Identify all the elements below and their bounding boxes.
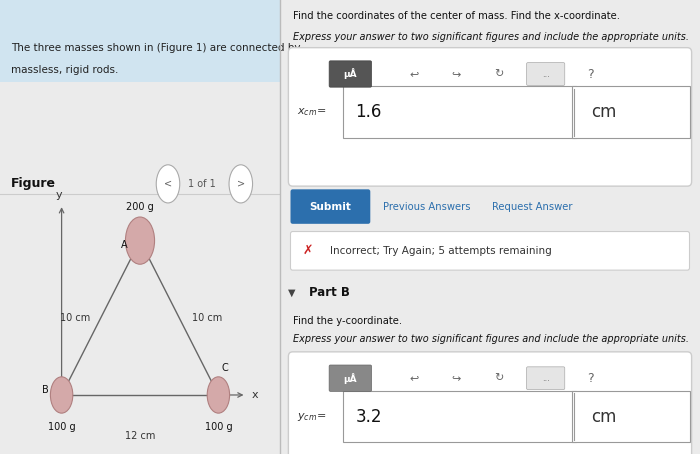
Text: 200 g: 200 g <box>126 202 154 212</box>
Text: B: B <box>42 385 49 395</box>
Circle shape <box>207 377 230 413</box>
Text: ↪: ↪ <box>452 373 461 383</box>
FancyBboxPatch shape <box>526 63 565 85</box>
FancyBboxPatch shape <box>329 365 372 391</box>
FancyBboxPatch shape <box>343 87 576 138</box>
Text: $x_{cm}$=: $x_{cm}$= <box>297 107 326 118</box>
Text: 10 cm: 10 cm <box>60 313 91 323</box>
Circle shape <box>229 165 253 203</box>
Text: ✗: ✗ <box>302 244 312 257</box>
Text: $y_{cm}$=: $y_{cm}$= <box>297 410 326 423</box>
Text: C: C <box>221 363 228 373</box>
Text: ↻: ↻ <box>494 69 503 79</box>
Text: 100 g: 100 g <box>204 422 232 432</box>
Text: ↪: ↪ <box>452 69 461 79</box>
Text: 100 g: 100 g <box>48 422 76 432</box>
Text: x: x <box>251 390 258 400</box>
Text: Express your answer to two significant figures and include the appropriate units: Express your answer to two significant f… <box>293 334 689 344</box>
Text: 1.6: 1.6 <box>356 104 382 121</box>
Text: ...: ... <box>542 374 550 383</box>
Text: 12 cm: 12 cm <box>125 431 155 441</box>
FancyBboxPatch shape <box>290 189 370 224</box>
Text: Submit: Submit <box>309 202 351 212</box>
Circle shape <box>156 165 180 203</box>
FancyBboxPatch shape <box>572 390 690 442</box>
Circle shape <box>50 377 73 413</box>
Text: μÅ: μÅ <box>344 373 357 384</box>
Text: ↻: ↻ <box>494 373 503 383</box>
Text: massless, rigid rods.: massless, rigid rods. <box>11 65 118 75</box>
Text: cm: cm <box>591 104 616 121</box>
Text: The three masses shown in (Figure 1) are connected by: The three masses shown in (Figure 1) are… <box>11 43 301 53</box>
Text: y: y <box>55 190 62 200</box>
Text: cm: cm <box>591 408 616 425</box>
Text: <: < <box>164 179 172 189</box>
Text: Find the y-coordinate.: Find the y-coordinate. <box>293 316 402 326</box>
Text: Part B: Part B <box>309 286 350 299</box>
Text: Express your answer to two significant figures and include the appropriate units: Express your answer to two significant f… <box>293 32 689 42</box>
Circle shape <box>125 217 155 264</box>
Text: Find the coordinates of the center of mass. Find the x-coordinate.: Find the coordinates of the center of ma… <box>293 11 620 21</box>
Text: >: > <box>237 179 245 189</box>
Text: ...: ... <box>542 69 550 79</box>
FancyBboxPatch shape <box>343 390 576 442</box>
Text: Figure: Figure <box>11 178 56 190</box>
FancyBboxPatch shape <box>288 352 692 454</box>
Text: A: A <box>121 240 127 250</box>
Text: Previous Answers: Previous Answers <box>384 202 470 212</box>
Text: ?: ? <box>587 68 594 80</box>
Text: 10 cm: 10 cm <box>192 313 223 323</box>
FancyBboxPatch shape <box>572 87 690 138</box>
Text: μÅ: μÅ <box>344 69 357 79</box>
Text: Incorrect; Try Again; 5 attempts remaining: Incorrect; Try Again; 5 attempts remaini… <box>330 246 552 256</box>
FancyBboxPatch shape <box>290 232 690 270</box>
Text: ↩: ↩ <box>410 373 419 383</box>
FancyBboxPatch shape <box>329 61 372 87</box>
Text: 1 of 1: 1 of 1 <box>188 179 216 189</box>
FancyBboxPatch shape <box>288 48 692 186</box>
Text: ▼: ▼ <box>288 288 296 298</box>
Text: ?: ? <box>587 372 594 385</box>
Text: Request Answer: Request Answer <box>491 202 573 212</box>
FancyBboxPatch shape <box>0 0 280 82</box>
FancyBboxPatch shape <box>526 367 565 390</box>
Text: ↩: ↩ <box>410 69 419 79</box>
Text: 3.2: 3.2 <box>356 408 382 425</box>
